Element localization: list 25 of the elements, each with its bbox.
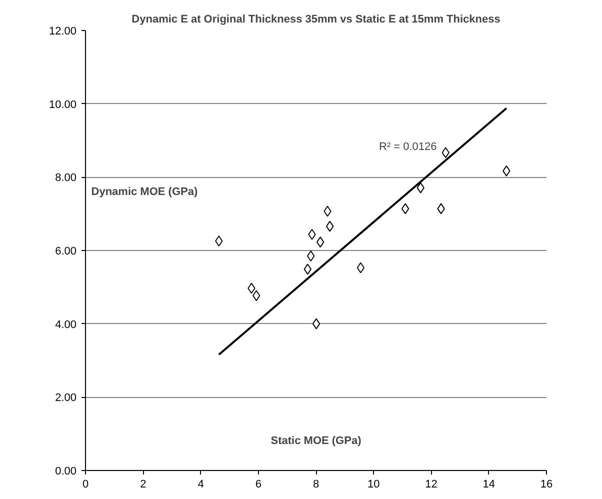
x-tick-label: 8 [312,478,320,490]
point [312,318,320,330]
y-tick-label: 8.00 [55,172,77,184]
x-tick-label: 10 [368,478,380,490]
x-tick-label: 2 [140,478,146,490]
y-axis-title: Dynamic MOE (GPa) [91,186,198,198]
point [316,236,324,248]
x-axis-title: Static MOE (GPa) [270,435,362,448]
y-tick-label: 10.00 [48,98,77,111]
y-tick-label: 12.00 [48,26,77,38]
point [306,250,315,262]
y-tick-label: 4.00 [55,318,77,331]
x-tick-label: 0 [82,478,89,490]
point [326,220,334,232]
x-tick-label: 16 [540,478,553,490]
x-tick-label: 6 [255,478,262,490]
x-tick-label: 4 [198,478,204,490]
y-tick-label: 6.00 [55,246,77,258]
y-tick-label: 2.00 [55,392,77,404]
x-tick-label: 14 [482,478,496,490]
chart-title: Dynamic E at Original Thickness 35mm vs Static E at 15mm Thickness [132,14,500,26]
annotation: R² = 0.0126 [378,141,437,154]
point [401,203,410,214]
y-tick-label: 0.00 [55,466,77,478]
x-tick-label: 12 [425,478,438,490]
